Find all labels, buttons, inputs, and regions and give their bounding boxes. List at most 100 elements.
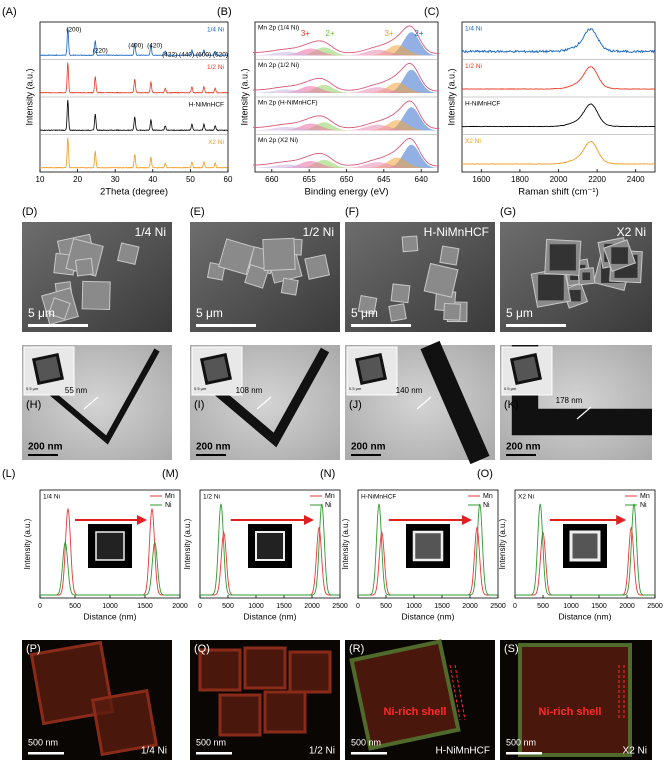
x-axis-label: 2Theta (degree) — [100, 187, 168, 198]
trace-label: 1/4 Ni — [465, 26, 482, 33]
xps-component — [273, 86, 348, 93]
inset-cube — [509, 352, 543, 386]
inset-scale-label: 0.5 μm — [26, 386, 39, 391]
xrd-trace — [39, 137, 228, 169]
x-tick-label: 640 — [415, 175, 429, 184]
peak-index: (220) — [93, 48, 108, 55]
inset-cube — [31, 352, 65, 386]
panel-label: (I) — [194, 399, 204, 411]
xps-component — [286, 47, 362, 56]
particle-mn — [198, 648, 242, 692]
xps-component — [359, 120, 435, 131]
scale-label: 200 nm — [28, 442, 63, 453]
xps-component — [359, 82, 435, 93]
x-tick-label: 1500 — [276, 603, 292, 610]
cube — [423, 262, 459, 298]
x-tick-label: 2000 — [172, 603, 188, 610]
x-tick-label: 40 — [148, 175, 157, 184]
panel-label: (B) — [217, 6, 232, 18]
peak-index: (422) — [162, 52, 177, 59]
thickness-label: 178 nm — [556, 396, 583, 405]
peak-index: (440) — [179, 52, 194, 59]
x-tick-label: 2000 — [550, 175, 568, 184]
cube — [280, 277, 299, 296]
scale-label: 5 μm — [506, 306, 533, 320]
legend-label: Mn — [483, 493, 493, 500]
trace-label: 1/4 Ni — [207, 27, 224, 34]
sample-name: 1/4 Ni — [135, 225, 166, 239]
legend-label: Mn — [325, 493, 335, 500]
cube-edge — [40, 348, 160, 445]
thickness-label: 108 nm — [236, 386, 263, 395]
panel-label: (P) — [26, 643, 41, 655]
cube — [443, 302, 461, 321]
thickness-bar — [256, 396, 272, 410]
trace-label: 1/2 Ni — [207, 64, 224, 71]
panel-label: (E) — [190, 206, 205, 218]
xps-component — [340, 49, 416, 56]
peak-index: (600) — [196, 52, 211, 59]
thickness-bar — [416, 396, 432, 410]
x-tick-label: 1000 — [563, 603, 579, 610]
x-tick-label: 10 — [36, 175, 45, 184]
cube — [244, 263, 269, 289]
legend-label: Ni — [483, 502, 490, 509]
scale-label: 200 nm — [196, 442, 231, 453]
x-tick-label: 1000 — [248, 603, 264, 610]
xps-component — [340, 162, 416, 168]
cube — [401, 235, 419, 253]
inset-cube — [354, 352, 388, 386]
panel-label: (F) — [345, 206, 359, 218]
scale-bar — [196, 324, 256, 327]
scale-label: 5 μm — [351, 306, 378, 320]
sample-name: X2 Ni — [623, 746, 647, 757]
scale-label: 200 nm — [506, 442, 541, 453]
profile-ni — [200, 503, 340, 596]
cube — [390, 283, 411, 304]
x-tick-label: 2400 — [627, 175, 645, 184]
panel-label: (O) — [477, 468, 493, 480]
x-tick-label: 30 — [111, 175, 120, 184]
scale-label: 200 nm — [351, 442, 386, 453]
xps-envelope — [253, 63, 440, 92]
cube-hollow — [549, 244, 576, 271]
trace-label: H-NiMnHCF — [465, 101, 500, 108]
trace-label: X2 Ni — [465, 138, 481, 145]
xps-component — [374, 144, 449, 168]
xps-component — [359, 45, 435, 56]
scale-bar — [506, 454, 536, 456]
particle-mn — [218, 693, 262, 737]
haadf-cube — [569, 530, 601, 562]
y-axis-label: Intensity (a.u.) — [183, 518, 192, 569]
x-tick-label: 2500 — [332, 603, 348, 610]
panel-label: (C) — [424, 6, 439, 18]
particle-mn — [243, 646, 287, 690]
legend-label: Ni — [165, 502, 172, 509]
scale-bar — [28, 454, 58, 456]
cube-hollow — [582, 272, 591, 281]
x-tick-label: 500 — [537, 603, 549, 610]
oxidation-state: 3+ — [301, 29, 310, 38]
xps-envelope — [253, 25, 440, 55]
sample-name: 1/4 Ni — [141, 746, 167, 757]
sample-name: 1/4 Ni — [43, 494, 60, 501]
raman-trace — [461, 27, 656, 54]
sample-name: X2 Ni — [617, 225, 646, 239]
inset-cube — [199, 352, 233, 386]
haadf-cube — [412, 530, 444, 562]
legend-label: Ni — [325, 502, 332, 509]
trace-label: Mn 2p (1/4 Ni) — [258, 25, 299, 32]
plot-frame — [199, 489, 341, 599]
cube-hollow — [611, 247, 628, 264]
cube — [439, 245, 460, 266]
x-tick-label: 2500 — [647, 603, 663, 610]
shell-marker — [454, 664, 466, 721]
scale-bar — [506, 752, 542, 755]
legend-label: Mn — [165, 493, 175, 500]
xps-component — [249, 164, 325, 168]
cube — [304, 254, 330, 280]
shell-marker — [449, 664, 461, 721]
x-tick-label: 500 — [222, 603, 234, 610]
profile-ni — [515, 503, 655, 596]
